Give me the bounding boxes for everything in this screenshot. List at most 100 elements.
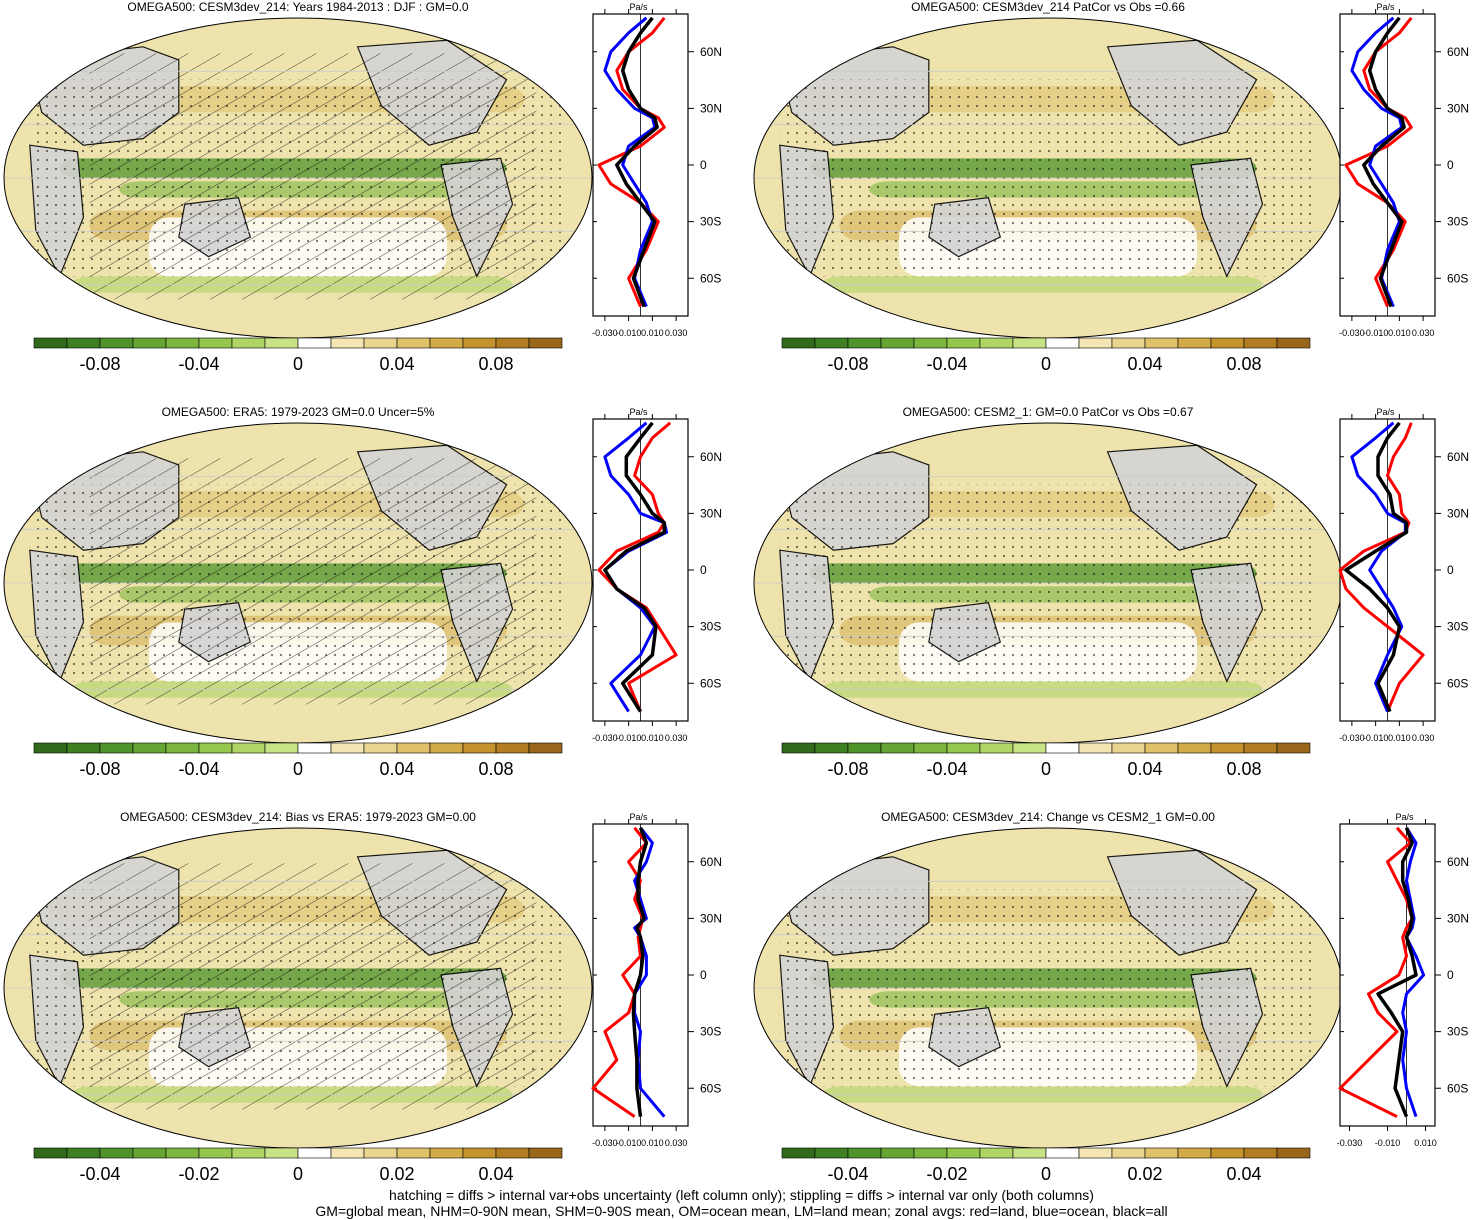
profile-x-tick-label: -0.010 [616, 328, 642, 338]
colorbar-swatch [1144, 1147, 1179, 1159]
colorbar-swatch [1210, 337, 1245, 349]
zonal-mean-land [591, 826, 648, 1118]
colorbar-swatch [1012, 742, 1047, 754]
map-panel [3, 422, 593, 744]
zonal-mean-land [1344, 16, 1413, 308]
colorbar-swatch [1078, 1147, 1113, 1159]
colorbar-swatch [1111, 337, 1146, 349]
colorbar-swatch [99, 337, 134, 349]
colorbar-label: 0 [293, 1164, 303, 1184]
colorbar-label: 0 [293, 759, 303, 779]
profile-x-tick-label: -0.010 [616, 733, 642, 743]
colorbar-label: 0.04 [1226, 1164, 1261, 1184]
colorbar-label: 0.04 [478, 1164, 513, 1184]
colorbar-swatch [1078, 742, 1113, 754]
colorbar-swatch [132, 742, 167, 754]
profile-y-tick-label: 30S [1447, 620, 1468, 634]
panel-title: OMEGA500: CESM2_1: GM=0.0 PatCor vs Obs … [902, 405, 1194, 419]
colorbar-swatch [1177, 337, 1212, 349]
colorbar: -0.08 -0.04 0 0.04 0.08 [781, 337, 1311, 374]
colorbar-label: -0.04 [178, 759, 219, 779]
zonal-mean-all [631, 827, 649, 1117]
colorbar-swatch [330, 742, 365, 754]
colorbar-label: 0.02 [1127, 1164, 1162, 1184]
colorbar-swatch [231, 742, 266, 754]
zonal-mean-all [615, 16, 659, 308]
colorbar-swatch [1111, 1147, 1146, 1159]
colorbar-swatch [979, 742, 1014, 754]
profile-y-tick-label: 0 [700, 158, 707, 172]
profile-y-tick-label: 60S [1447, 271, 1468, 285]
colorbar-label: -0.04 [827, 1164, 868, 1184]
colorbar-swatch [198, 1147, 233, 1159]
colorbar-swatch [1243, 742, 1278, 754]
colorbar-swatch [880, 337, 915, 349]
profile-x-tick-label: 0.030 [1412, 328, 1435, 338]
colorbar-swatch [132, 1147, 167, 1159]
colorbar-swatch [462, 1147, 497, 1159]
colorbar-swatch [781, 337, 816, 349]
colorbar-swatch [1012, 337, 1047, 349]
colorbar-swatch [330, 1147, 365, 1159]
colorbar-swatch [528, 337, 563, 349]
colorbar-swatch [913, 742, 948, 754]
zonal-profile: Pa/s -0.030-0.010 0.010 0.030 60N 30N 0 30S 60S [591, 812, 722, 1148]
zonal-mean-ocean [603, 16, 657, 308]
colorbar-label: -0.08 [827, 354, 868, 374]
profile-x-tick-label: -0.030 [1339, 733, 1365, 743]
colorbar-swatch [363, 742, 398, 754]
zonal-mean-all [1376, 827, 1418, 1118]
colorbar-swatch [264, 337, 299, 349]
colorbar-swatch [99, 1147, 134, 1159]
profile-y-tick-label: 0 [1447, 158, 1454, 172]
profile-y-tick-label: 30S [700, 215, 721, 229]
map-panel [3, 17, 593, 339]
profile-x-tick-label: 0.010 [641, 328, 664, 338]
footer-note-legend: GM=global mean, NHM=0-90N mean, SHM=0-90… [315, 1203, 1168, 1219]
colorbar-swatch [33, 1147, 68, 1159]
colorbar-swatch [847, 337, 882, 349]
colorbar-label: 0.02 [379, 1164, 414, 1184]
colorbar-label: -0.08 [79, 354, 120, 374]
profile-x-tick-label: 0.030 [665, 1138, 688, 1148]
colorbar-swatch [979, 337, 1014, 349]
colorbar-swatch [264, 1147, 299, 1159]
colorbar-swatch [198, 337, 233, 349]
profile-x-tick-label: 0.010 [641, 1138, 664, 1148]
colorbar-swatch [495, 742, 530, 754]
zonal-profile: Pa/s -0.030-0.010 0.010 0.030 60N 30N 0 30S 60S [1338, 407, 1469, 743]
profile-x-tick-label: 0.010 [1414, 1138, 1437, 1148]
colorbar-swatch [1144, 337, 1179, 349]
colorbar-swatch [1177, 1147, 1212, 1159]
zonal-mean-land [597, 16, 666, 308]
profile-y-tick-label: 60S [1447, 676, 1468, 690]
profile-y-tick-label: 0 [700, 968, 707, 982]
colorbar-swatch [781, 742, 816, 754]
profile-y-tick-label: 0 [1447, 563, 1454, 577]
colorbar: -0.08 -0.04 0 0.04 0.08 [33, 742, 563, 779]
profile-x-tick-label: -0.030 [592, 328, 618, 338]
panel-title: OMEGA500: CESM3dev_214: Change vs CESM2_… [881, 810, 1215, 824]
profile-x-tick-label: -0.030 [1339, 328, 1365, 338]
profile-x-tick-label: -0.030 [1337, 1138, 1363, 1148]
colorbar-swatch [363, 337, 398, 349]
profile-x-tick-label: -0.010 [616, 1138, 642, 1148]
colorbar-label: -0.02 [926, 1164, 967, 1184]
colorbar-swatch [1012, 1147, 1047, 1159]
colorbar-swatch [814, 742, 849, 754]
colorbar-label: 0.08 [478, 354, 513, 374]
colorbar-label: 0.08 [1226, 354, 1261, 374]
zonal-profile: Pa/s -0.030-0.010 0.010 0.030 60N 30N 0 30S 60S [592, 407, 722, 743]
colorbar-label: -0.04 [178, 354, 219, 374]
colorbar-swatch [231, 337, 266, 349]
colorbar-swatch [528, 1147, 563, 1159]
colorbar-label: -0.02 [178, 1164, 219, 1184]
profile-y-tick-label: 60N [700, 855, 722, 869]
colorbar-swatch [231, 1147, 266, 1159]
profile-unit-label: Pa/s [1376, 2, 1395, 12]
profile-y-tick-label: 0 [1447, 968, 1454, 982]
colorbar-swatch [528, 742, 563, 754]
colorbar-swatch [913, 337, 948, 349]
colorbar-swatch [880, 1147, 915, 1159]
colorbar-label: -0.08 [827, 759, 868, 779]
